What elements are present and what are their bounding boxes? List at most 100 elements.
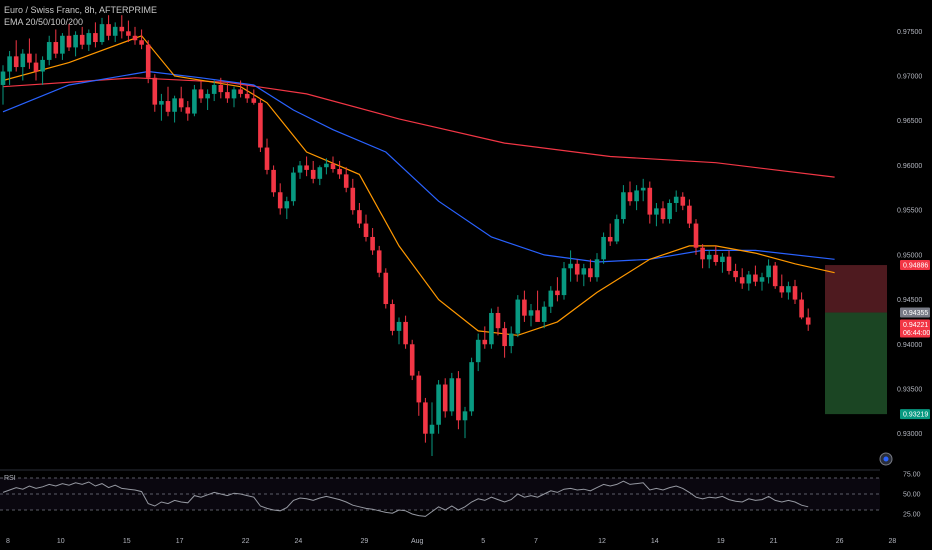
candle[interactable] [165,101,171,112]
candle[interactable] [244,93,250,99]
indicator-title[interactable]: EMA 20/50/100/200 [4,17,84,27]
candle[interactable] [687,205,692,224]
candle[interactable] [145,44,151,78]
candle[interactable] [93,33,98,43]
candle[interactable] [271,169,276,193]
candle[interactable] [350,187,356,211]
candle[interactable] [119,26,125,32]
candle[interactable] [700,247,705,260]
candle[interactable] [614,219,620,242]
candle[interactable] [805,317,811,325]
candle[interactable] [112,26,118,36]
candle[interactable] [409,344,415,376]
candle[interactable] [73,34,78,48]
candle[interactable] [205,93,210,99]
candle[interactable] [733,270,738,278]
candle[interactable] [277,192,283,209]
candle[interactable] [324,163,329,168]
candle[interactable] [178,98,184,108]
candle[interactable] [561,268,567,296]
candle[interactable] [541,306,547,322]
candle[interactable] [396,321,402,331]
candle[interactable] [462,411,468,421]
candle[interactable] [660,208,666,220]
candle[interactable] [654,208,659,215]
candle[interactable] [621,192,626,220]
candle[interactable] [482,339,488,345]
candle[interactable] [680,196,686,206]
candle[interactable] [508,333,514,347]
candle[interactable] [442,384,448,412]
candle[interactable] [198,89,204,99]
candle[interactable] [568,263,573,269]
candle[interactable] [0,71,6,85]
candle[interactable] [786,286,791,293]
candle[interactable] [106,24,111,36]
candle[interactable] [469,362,474,412]
candle[interactable] [475,339,481,363]
candle[interactable] [449,378,455,412]
candle[interactable] [264,147,270,170]
candle[interactable] [634,190,639,202]
candle[interactable] [20,53,26,68]
candle[interactable] [46,42,52,60]
candle[interactable] [416,375,422,403]
candle[interactable] [27,53,32,63]
candle[interactable] [607,236,613,242]
candle[interactable] [126,31,131,36]
candle[interactable] [581,268,587,275]
candle[interactable] [53,42,59,54]
candle[interactable] [502,328,507,347]
candle[interactable] [753,274,758,282]
candle[interactable] [515,299,521,334]
candle[interactable] [588,268,593,278]
candle[interactable] [192,89,197,114]
candle[interactable] [766,265,771,278]
candle[interactable] [291,172,296,202]
candle[interactable] [310,169,316,179]
candle[interactable] [132,35,138,41]
candle[interactable] [343,174,349,188]
candle[interactable] [739,277,745,284]
candle[interactable] [720,256,725,263]
candle[interactable] [390,304,395,331]
candle[interactable] [436,384,441,425]
candle[interactable] [159,101,164,105]
candle[interactable] [284,201,290,209]
candle[interactable] [357,210,362,224]
candle[interactable] [726,256,732,271]
candle[interactable] [297,165,303,173]
candle[interactable] [594,259,600,278]
candle[interactable] [673,196,679,203]
take-profit-zone[interactable] [825,312,887,415]
candle[interactable] [456,378,461,421]
candle[interactable] [535,310,540,322]
candle[interactable] [251,98,257,103]
candle[interactable] [231,89,237,99]
candle[interactable] [139,40,144,45]
candle[interactable] [640,187,646,191]
candle[interactable] [7,56,12,72]
candle[interactable] [66,35,72,48]
candle[interactable] [99,24,105,43]
candle[interactable] [693,223,699,248]
candle[interactable] [423,402,428,434]
candle[interactable] [363,223,369,237]
candle[interactable] [258,102,263,148]
candle[interactable] [601,236,606,260]
candle[interactable] [211,84,217,94]
candle[interactable] [376,250,382,273]
stop-loss-zone[interactable] [825,265,887,313]
candle[interactable] [152,77,158,105]
candle[interactable] [528,310,534,316]
candle[interactable] [225,92,230,99]
candle[interactable] [779,286,785,293]
candle[interactable] [495,312,501,329]
candle[interactable] [548,290,554,307]
candle[interactable] [337,169,342,175]
candle[interactable] [555,290,560,296]
candle[interactable] [33,62,39,72]
candle[interactable] [792,286,798,300]
candle[interactable] [40,59,45,72]
